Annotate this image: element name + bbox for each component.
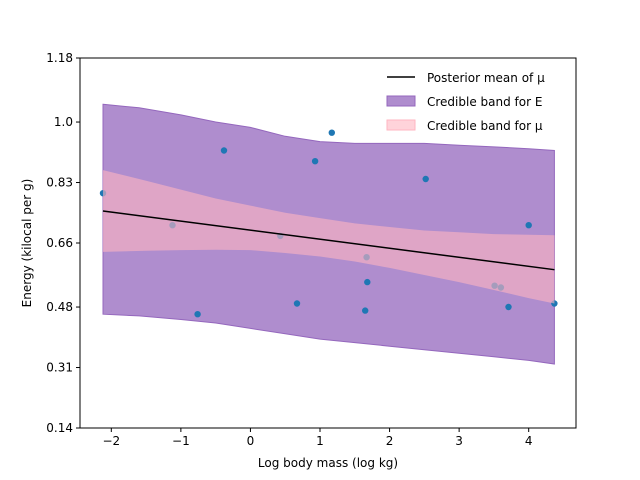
legend-label-mean: Posterior mean of μ (427, 71, 545, 85)
data-point (328, 129, 335, 136)
y-axis-label: Energy (kilocal per g) (20, 179, 34, 308)
y-tick-label: 0.14 (46, 421, 73, 435)
legend-swatch-band-E (386, 95, 416, 107)
data-point (293, 300, 301, 307)
legend: Posterior mean of μ Credible band for E … (386, 71, 545, 133)
plot-area (99, 103, 558, 365)
x-tick-label: −1 (172, 434, 190, 448)
y-tick-label: 1.18 (46, 51, 73, 65)
y-axis: 0.14 0.31 0.48 0.66 0.83 1.0 1.18 (46, 51, 80, 435)
y-tick-label: 0.83 (46, 176, 73, 190)
x-tick-label: 0 (247, 434, 255, 448)
y-tick-label: 0.66 (46, 236, 73, 250)
legend-label-band-mu: Credible band for μ (427, 119, 543, 133)
y-tick-label: 1.0 (54, 115, 73, 129)
x-tick-label: −2 (102, 434, 120, 448)
data-point (505, 303, 512, 311)
y-tick-label: 0.48 (46, 300, 73, 314)
y-tick-label: 0.31 (46, 361, 73, 375)
x-tick-label: 1 (316, 434, 324, 448)
legend-swatch-band-mu (386, 119, 416, 131)
posterior-mean-line (102, 210, 555, 271)
data-point (525, 222, 532, 229)
data-point (220, 147, 228, 154)
x-tick-label: 2 (386, 434, 394, 448)
data-point (311, 158, 319, 165)
data-point (364, 278, 371, 286)
data-point (362, 307, 369, 314)
x-axis-label: Log body mass (log kg) (258, 456, 398, 470)
data-point (194, 311, 201, 318)
credible-band-mu (103, 170, 555, 304)
legend-label-band-E: Credible band for E (427, 95, 542, 109)
data-point (422, 175, 429, 183)
x-tick-label: 3 (455, 434, 463, 448)
x-tick-label: 4 (525, 434, 533, 448)
x-axis: −2 −1 0 1 2 3 4 (102, 428, 533, 448)
